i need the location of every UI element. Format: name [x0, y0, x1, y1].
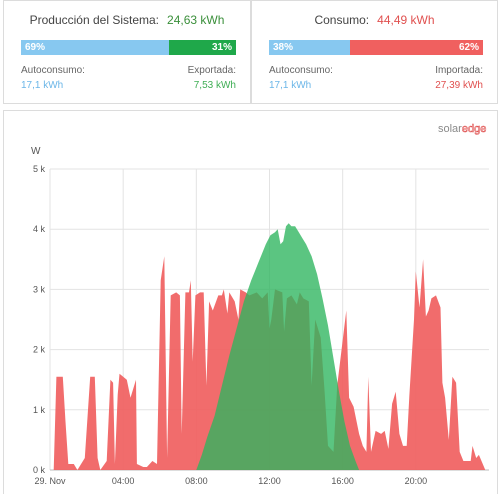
solaredge-logo: solaredge	[438, 123, 486, 135]
logo-edge-text: edge	[462, 123, 486, 135]
production-selfconsumption-value: 17,1 kWh	[21, 80, 64, 91]
production-area	[196, 223, 360, 470]
chart-areas	[53, 223, 486, 470]
y-tick-label: 5 k	[33, 164, 46, 174]
x-tick-label: 20:00	[405, 476, 428, 486]
consumption-import-value: 27,39 kWh	[435, 80, 483, 91]
production-panel: Producción del Sistema: 24,63 kWh 69% 31%…	[3, 0, 251, 104]
consumption-panel: Consumo: 44,49 kWh 38% 62% Autoconsumo: 1…	[251, 0, 498, 104]
y-tick-label: 3 k	[33, 284, 46, 294]
consumption-import-label: Importada:	[435, 65, 483, 76]
production-title: Producción del Sistema:	[29, 13, 160, 27]
x-tick-label: 08:00	[185, 476, 208, 486]
consumption-bar-import: 62%	[350, 40, 483, 55]
consumption-header: Consumo: 44,49 kWh	[252, 13, 497, 27]
consumption-selfconsumption-value: 17,1 kWh	[269, 80, 312, 91]
production-export-label: Exportada:	[187, 65, 236, 76]
production-selfconsumption-label: Autoconsumo:	[21, 65, 85, 76]
production-bar-selfconsumption: 69%	[21, 40, 170, 55]
y-tick-label: 4 k	[33, 224, 46, 234]
consumption-selfconsumption-label: Autoconsumo:	[269, 65, 333, 76]
production-header: Producción del Sistema: 24,63 kWh	[4, 13, 250, 27]
production-export-value: 7,53 kWh	[193, 80, 236, 91]
logo-solar-text: solar	[438, 123, 462, 135]
consumption-title: Consumo:	[314, 13, 370, 27]
x-tick-label: 04:00	[112, 476, 135, 486]
y-axis-labels: 0 k 1 k 2 k 3 k 4 k 5 k	[33, 164, 46, 475]
production-total: 24,63 kWh	[167, 13, 225, 27]
y-axis-title: W	[31, 146, 41, 157]
consumption-bar-selfconsumption: 38%	[269, 40, 351, 55]
x-axis-labels: 29. Nov 04:00 08:00 12:00 16:00 20:00	[34, 476, 427, 486]
y-tick-label: 2 k	[33, 345, 46, 355]
consumption-total: 44,49 kWh	[377, 13, 435, 27]
y-tick-label: 0 k	[33, 465, 46, 475]
consumption-bar: 38% 62%	[269, 40, 483, 55]
x-tick-label: 29. Nov	[34, 476, 66, 486]
production-bar-export: 31%	[169, 40, 236, 55]
y-tick-label: 1 k	[33, 405, 46, 415]
x-tick-label: 12:00	[258, 476, 281, 486]
power-chart-panel: solaredge W 0 k 1 k 2 k 3 k 4 k 5 k 29. Nov 04…	[3, 110, 498, 494]
power-chart: solaredge W 0 k 1 k 2 k 3 k 4 k 5 k 29. Nov 04…	[31, 123, 489, 486]
x-tick-label: 16:00	[331, 476, 354, 486]
production-bar: 69% 31%	[21, 40, 236, 55]
